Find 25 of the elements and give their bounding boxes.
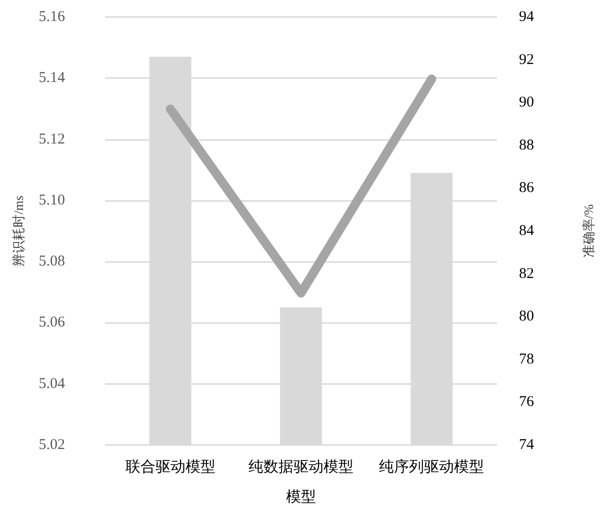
y-tick-label: 5.02 (38, 437, 65, 453)
y2-tick-label: 90 (519, 94, 534, 111)
y-tick-label: 5.08 (38, 254, 65, 270)
y2-tick-label: 94 (519, 9, 534, 25)
y2-tick-label: 86 (519, 180, 534, 196)
x-axis-title: 模型 (286, 488, 316, 506)
x-tick-label: 纯序列驱动模型 (379, 458, 484, 476)
y-tick-label: 5.14 (38, 70, 66, 86)
y-tick-label: 5.16 (38, 9, 66, 25)
y-tick-label: 5.04 (38, 376, 66, 392)
x-tick-label: 联合驱动模型 (125, 458, 216, 476)
y2-tick-label: 80 (519, 308, 534, 325)
x-tick-label: 纯数据驱动模型 (248, 458, 354, 476)
y2-axis-title: 准确率/% (581, 204, 596, 258)
y-tick-label: 5.06 (38, 314, 66, 331)
y2-tick-label: 82 (519, 266, 534, 282)
y-tick-label: 5.12 (38, 131, 65, 148)
y-axis-title: 辨识耗时/ms (11, 196, 26, 266)
y2-tick-label: 84 (519, 223, 534, 239)
y2-tick-label: 88 (519, 137, 534, 154)
y2-tick-label: 76 (519, 394, 534, 410)
y-tick-label: 5.10 (38, 192, 65, 208)
y2-tick-label: 78 (519, 351, 534, 368)
y2-tick-label: 74 (519, 437, 534, 453)
y2-tick-label: 92 (519, 52, 534, 68)
